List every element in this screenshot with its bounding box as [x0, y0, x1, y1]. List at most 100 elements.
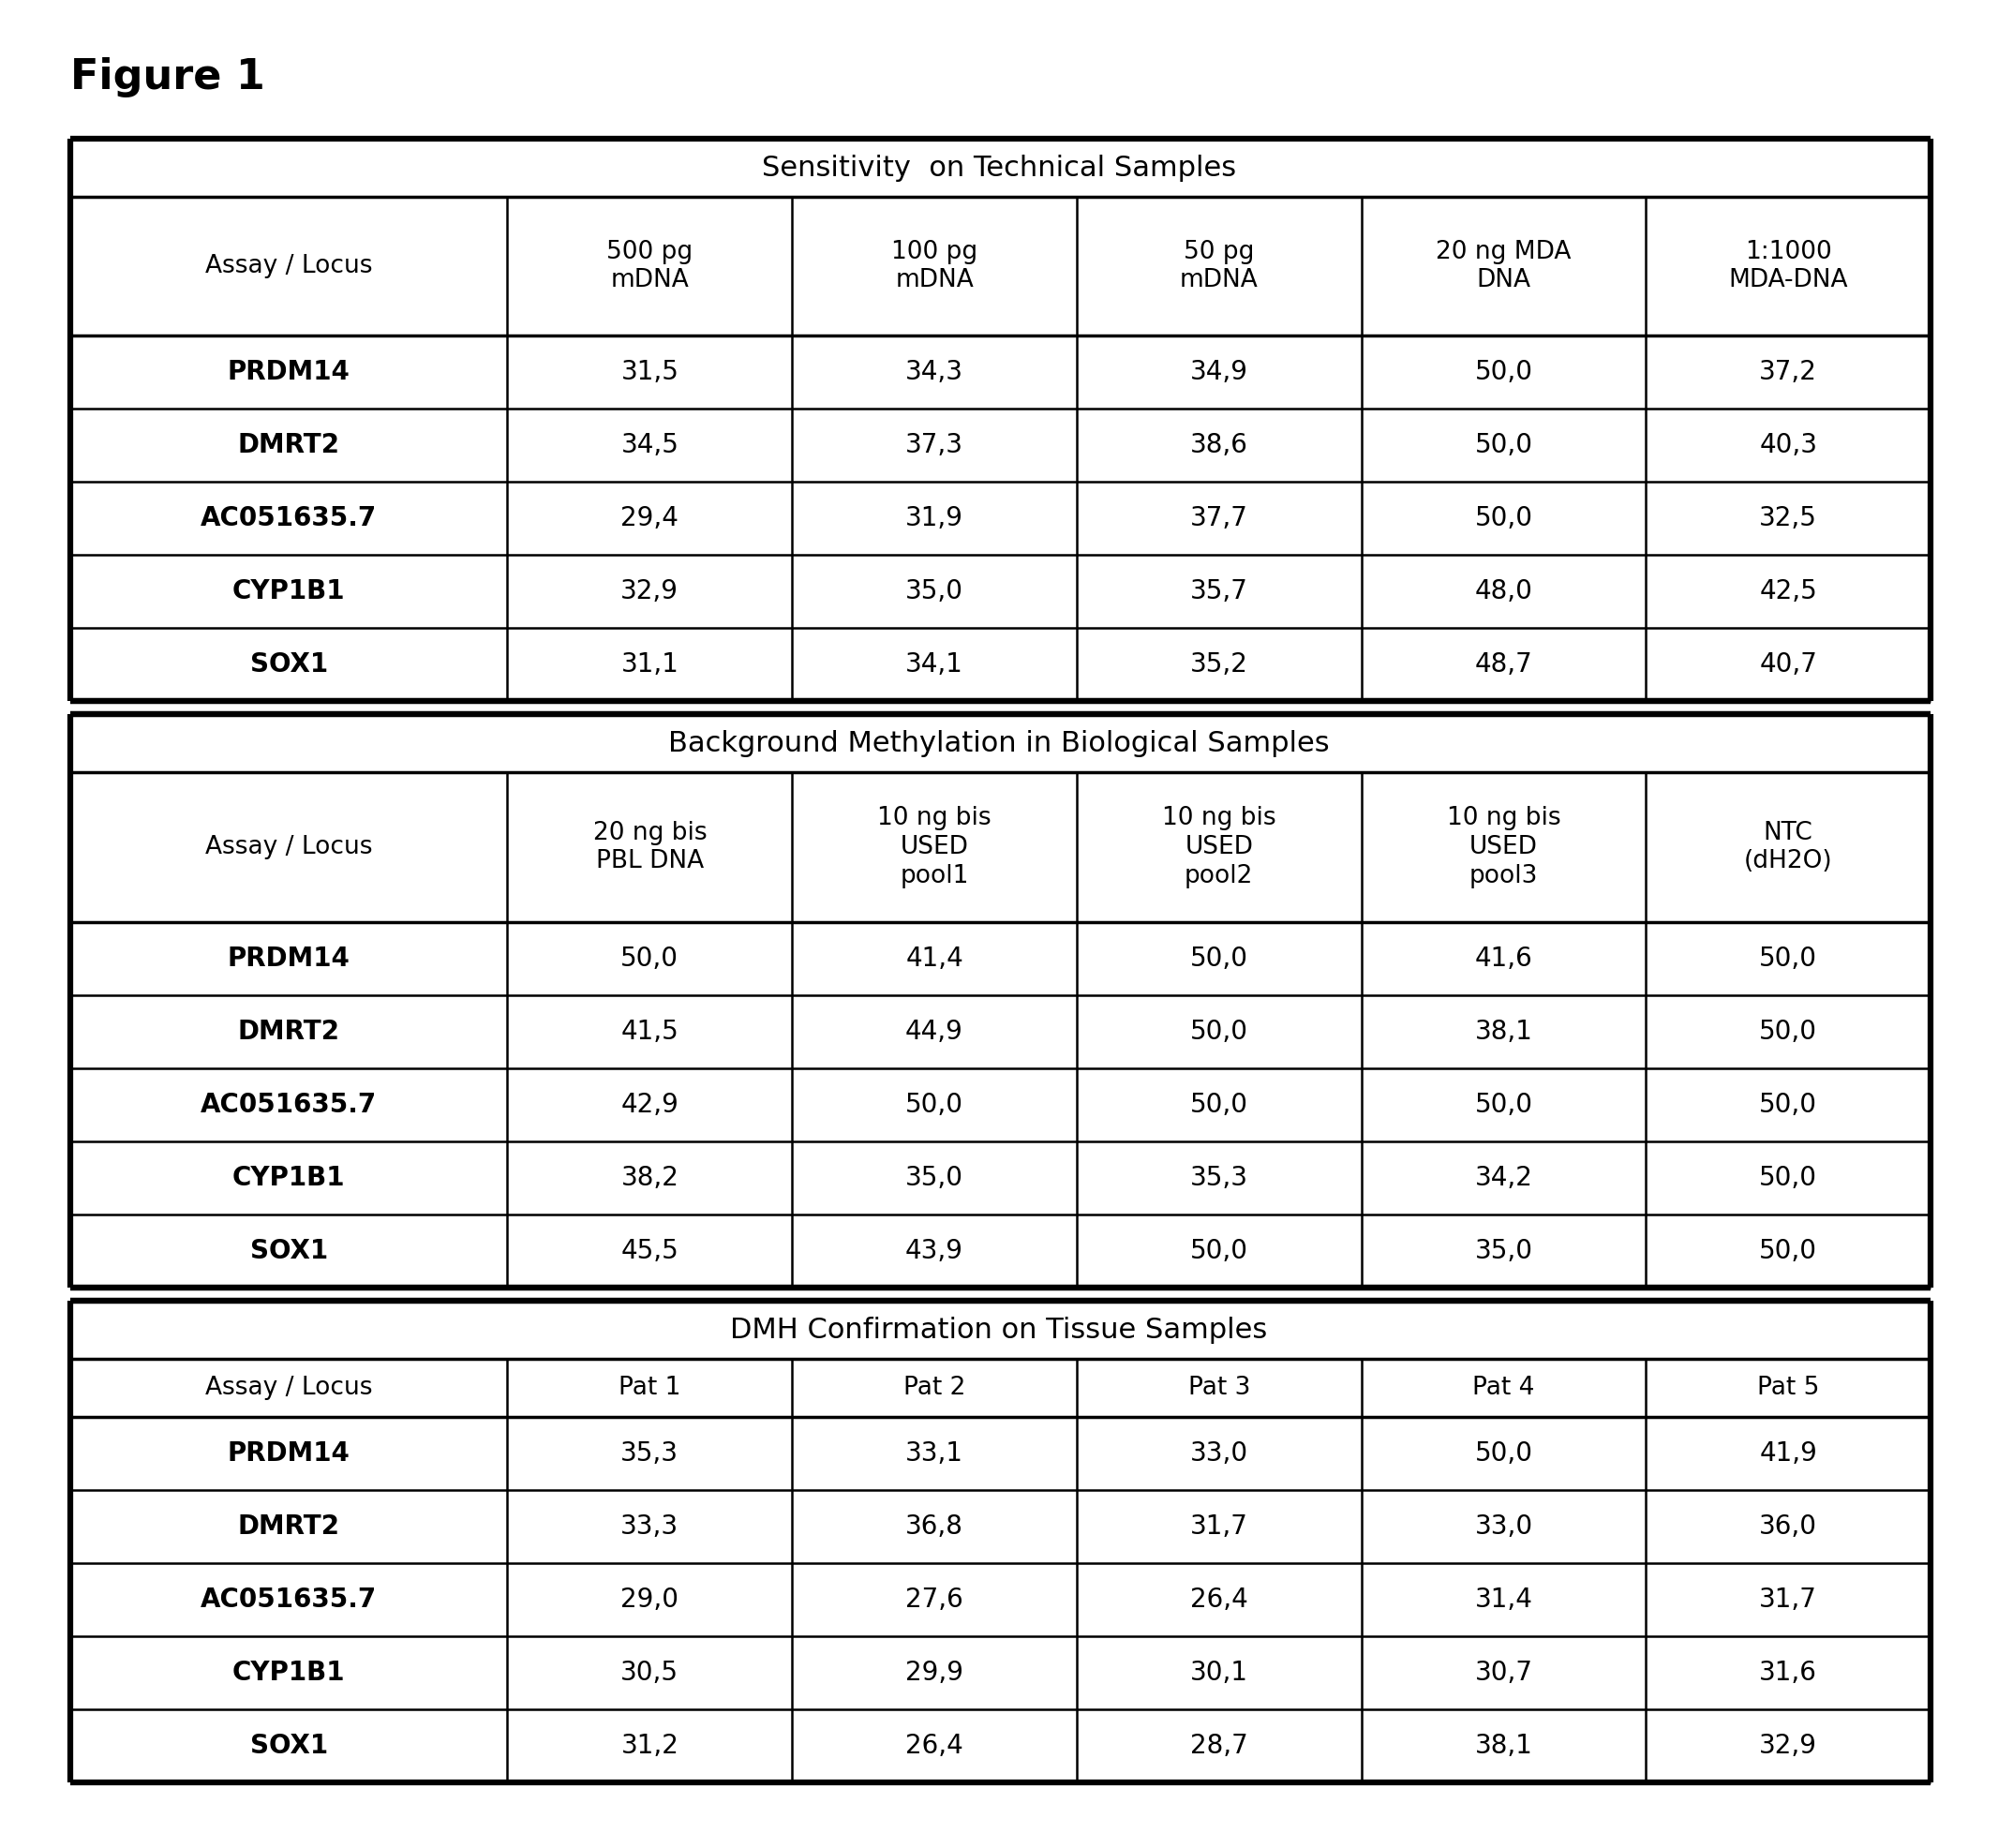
Text: 35,3: 35,3: [621, 1440, 679, 1467]
Text: 29,9: 29,9: [905, 1660, 963, 1685]
Text: DMRT2: DMRT2: [238, 1514, 340, 1539]
Text: 10 ng bis
USED
pool3: 10 ng bis USED pool3: [1447, 806, 1560, 889]
Text: 33,0: 33,0: [1475, 1514, 1532, 1539]
Text: DMH Confirmation on Tissue Samples: DMH Confirmation on Tissue Samples: [731, 1316, 1267, 1343]
Text: 35,0: 35,0: [905, 1164, 963, 1192]
Text: 50,0: 50,0: [1475, 1092, 1532, 1118]
Text: Sensitivity  on Technical Samples: Sensitivity on Technical Samples: [761, 153, 1237, 181]
Text: Pat 1: Pat 1: [619, 1375, 681, 1401]
Text: Pat 2: Pat 2: [903, 1375, 965, 1401]
Text: 50,0: 50,0: [1758, 1238, 1818, 1264]
Text: 37,7: 37,7: [1191, 505, 1249, 532]
Text: 31,6: 31,6: [1758, 1660, 1818, 1685]
Text: 50,0: 50,0: [1191, 1092, 1249, 1118]
Text: 34,5: 34,5: [621, 432, 679, 458]
Text: CYP1B1: CYP1B1: [232, 578, 346, 604]
Text: 31,9: 31,9: [905, 505, 963, 532]
Text: PRDM14: PRDM14: [228, 946, 350, 972]
Text: 31,4: 31,4: [1475, 1587, 1532, 1613]
Text: AC051635.7: AC051635.7: [200, 505, 378, 532]
Text: 41,5: 41,5: [621, 1018, 679, 1044]
Text: 38,2: 38,2: [621, 1164, 679, 1192]
Text: 26,4: 26,4: [1191, 1587, 1249, 1613]
Text: 36,8: 36,8: [905, 1514, 963, 1539]
Text: 29,0: 29,0: [621, 1587, 679, 1613]
Text: Assay / Locus: Assay / Locus: [206, 253, 372, 279]
Text: NTC
(dH2O): NTC (dH2O): [1744, 821, 1832, 874]
Text: 41,6: 41,6: [1475, 946, 1532, 972]
Text: Background Methylation in Biological Samples: Background Methylation in Biological Sam…: [669, 730, 1329, 756]
Text: 36,0: 36,0: [1758, 1514, 1818, 1539]
Text: 50,0: 50,0: [1475, 1440, 1532, 1467]
Text: 28,7: 28,7: [1191, 1733, 1249, 1759]
Text: 38,6: 38,6: [1191, 432, 1249, 458]
Text: AC051635.7: AC051635.7: [200, 1092, 378, 1118]
Text: 50,0: 50,0: [1475, 505, 1532, 532]
Text: 50 pg
mDNA: 50 pg mDNA: [1179, 240, 1259, 292]
Text: DMRT2: DMRT2: [238, 1018, 340, 1044]
Text: 34,9: 34,9: [1191, 359, 1249, 384]
Text: Figure 1: Figure 1: [70, 57, 266, 96]
Text: SOX1: SOX1: [250, 1238, 328, 1264]
Text: 30,7: 30,7: [1475, 1660, 1532, 1685]
Text: 50,0: 50,0: [1758, 1018, 1818, 1044]
Text: 29,4: 29,4: [621, 505, 679, 532]
Text: 50,0: 50,0: [905, 1092, 963, 1118]
Text: 10 ng bis
USED
pool2: 10 ng bis USED pool2: [1163, 806, 1277, 889]
Text: 32,9: 32,9: [1758, 1733, 1818, 1759]
Text: 30,1: 30,1: [1191, 1660, 1249, 1685]
Text: Pat 4: Pat 4: [1473, 1375, 1534, 1401]
Text: 43,9: 43,9: [905, 1238, 963, 1264]
Text: 50,0: 50,0: [1475, 432, 1532, 458]
Text: DMRT2: DMRT2: [238, 432, 340, 458]
Text: 10 ng bis
USED
pool1: 10 ng bis USED pool1: [877, 806, 991, 889]
Text: 35,7: 35,7: [1191, 578, 1249, 604]
Text: 50,0: 50,0: [1758, 1092, 1818, 1118]
Text: 35,0: 35,0: [1475, 1238, 1532, 1264]
Text: Assay / Locus: Assay / Locus: [206, 1375, 372, 1401]
Text: 41,4: 41,4: [905, 946, 963, 972]
Text: 37,2: 37,2: [1758, 359, 1818, 384]
Text: 38,1: 38,1: [1475, 1018, 1532, 1044]
Text: 32,5: 32,5: [1758, 505, 1818, 532]
Text: 50,0: 50,0: [1191, 1018, 1249, 1044]
Text: 42,9: 42,9: [621, 1092, 679, 1118]
Text: 34,3: 34,3: [905, 359, 963, 384]
Text: 31,1: 31,1: [621, 650, 679, 678]
Text: 35,0: 35,0: [905, 578, 963, 604]
Text: 31,5: 31,5: [621, 359, 679, 384]
Text: 48,7: 48,7: [1475, 650, 1532, 678]
Text: CYP1B1: CYP1B1: [232, 1164, 346, 1192]
Text: SOX1: SOX1: [250, 650, 328, 678]
Text: 35,2: 35,2: [1191, 650, 1249, 678]
Text: 50,0: 50,0: [1191, 1238, 1249, 1264]
Text: 27,6: 27,6: [905, 1587, 963, 1613]
Text: 44,9: 44,9: [905, 1018, 963, 1044]
Text: 100 pg
mDNA: 100 pg mDNA: [891, 240, 977, 292]
Text: 50,0: 50,0: [1475, 359, 1532, 384]
Text: Pat 5: Pat 5: [1756, 1375, 1820, 1401]
Text: AC051635.7: AC051635.7: [200, 1587, 378, 1613]
Text: 40,3: 40,3: [1758, 432, 1818, 458]
Text: SOX1: SOX1: [250, 1733, 328, 1759]
Text: CYP1B1: CYP1B1: [232, 1660, 346, 1685]
Text: 38,1: 38,1: [1475, 1733, 1532, 1759]
Text: 41,9: 41,9: [1758, 1440, 1818, 1467]
Text: Pat 3: Pat 3: [1189, 1375, 1251, 1401]
Text: 50,0: 50,0: [1191, 946, 1249, 972]
Text: 26,4: 26,4: [905, 1733, 963, 1759]
Text: 32,9: 32,9: [621, 578, 679, 604]
Text: 33,3: 33,3: [621, 1514, 679, 1539]
Text: 20 ng bis
PBL DNA: 20 ng bis PBL DNA: [593, 821, 707, 874]
Text: 50,0: 50,0: [1758, 1164, 1818, 1192]
Text: 31,2: 31,2: [621, 1733, 679, 1759]
Text: 48,0: 48,0: [1475, 578, 1532, 604]
Text: 1:1000
MDA-DNA: 1:1000 MDA-DNA: [1728, 240, 1848, 292]
Text: 34,1: 34,1: [905, 650, 963, 678]
Text: 50,0: 50,0: [1758, 946, 1818, 972]
Text: PRDM14: PRDM14: [228, 1440, 350, 1467]
Text: 35,3: 35,3: [1191, 1164, 1249, 1192]
Text: 31,7: 31,7: [1191, 1514, 1249, 1539]
Text: 500 pg
mDNA: 500 pg mDNA: [607, 240, 693, 292]
Text: 37,3: 37,3: [905, 432, 963, 458]
